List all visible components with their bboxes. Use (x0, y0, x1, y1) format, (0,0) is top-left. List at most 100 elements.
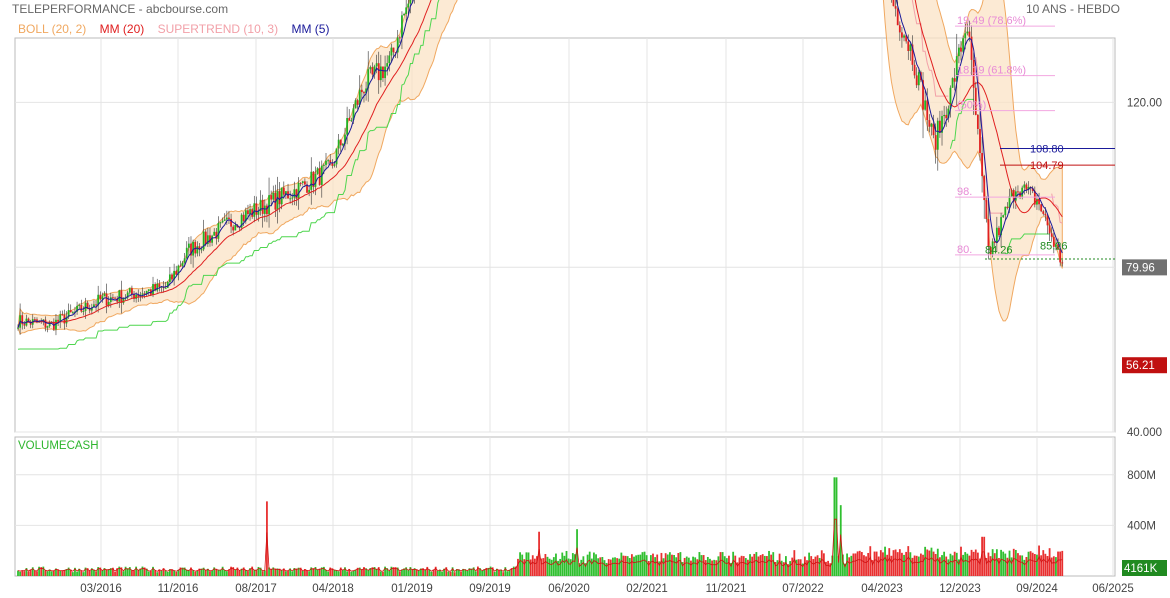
supertrend-line (949, 98, 974, 149)
volume-bar (770, 554, 773, 576)
volume-bar (487, 567, 490, 576)
candle-body (903, 35, 905, 38)
candle-body (44, 319, 47, 328)
volume-bar (698, 552, 701, 576)
volume-bar (825, 561, 827, 576)
volume-bar (974, 549, 977, 576)
candle-body (93, 304, 95, 308)
volume-bar (1052, 556, 1055, 576)
candle-body (48, 321, 51, 327)
candle-body (232, 226, 235, 231)
volume-bar (860, 552, 863, 576)
candle-body (1052, 236, 1055, 247)
volume-bar (620, 552, 623, 576)
candle-body (346, 118, 348, 135)
volume-bar (1014, 549, 1017, 576)
volume-label: VOLUMECASH (18, 440, 99, 452)
volume-bar (911, 557, 914, 576)
candle-body (1048, 225, 1051, 234)
volume-bar (694, 557, 697, 576)
candle-body (331, 162, 334, 166)
volume-bar (413, 568, 416, 576)
candle-body (398, 37, 401, 39)
volume-bar (206, 568, 209, 576)
volume-bar (122, 571, 125, 576)
volume-bar (846, 553, 848, 576)
volume-bar (101, 570, 104, 576)
volume-bar (671, 554, 673, 576)
volume-bar (869, 546, 872, 576)
candle-body (78, 304, 81, 306)
volume-bar (133, 570, 135, 576)
volume-bar (476, 566, 479, 576)
candle-body (1038, 199, 1040, 205)
candle-body (966, 31, 969, 34)
x-tick-label: 06/2020 (548, 583, 590, 595)
candle-body (1031, 188, 1034, 191)
volume-bar (702, 555, 705, 576)
x-tick-label: 11/2021 (706, 583, 747, 595)
volume-bar (485, 567, 488, 576)
volume-bar (858, 550, 861, 576)
volume-bar (82, 572, 85, 576)
volume-bar (886, 554, 889, 576)
candle-body (335, 148, 338, 165)
volume-bar (498, 569, 500, 576)
candle-body (976, 114, 979, 129)
volume-bar (692, 556, 694, 576)
volume-bar (1017, 553, 1019, 576)
volume-bar (728, 555, 730, 576)
volume-bar (1019, 555, 1021, 576)
volume-bar (690, 560, 692, 576)
volume-bar (1025, 557, 1028, 576)
volume-bar (565, 550, 568, 576)
volume-bar (704, 560, 707, 576)
volume-bar (673, 555, 675, 576)
volume-average-line (17, 518, 1063, 572)
candle-body (141, 293, 144, 295)
candle-body (213, 231, 216, 236)
x-tick-label: 09/2019 (469, 583, 511, 595)
candle-body (46, 326, 49, 328)
candle-body (1014, 191, 1017, 201)
candle-body (59, 314, 62, 322)
volume-bar (441, 571, 443, 576)
volume-bar (192, 570, 194, 576)
volume-tick-label: 400M (1127, 520, 1156, 532)
volume-bar (920, 553, 922, 576)
volume-bar (827, 560, 829, 576)
volume-bar (46, 571, 49, 576)
volume-bar (711, 560, 713, 576)
volume-bar (521, 554, 524, 576)
volume-bar (717, 556, 720, 576)
volume-bar (955, 552, 958, 576)
candle-body (118, 290, 121, 302)
volume-bar (219, 569, 222, 576)
period-label: 10 ANS - HEBDO (1025, 2, 1120, 16)
candle-body (936, 120, 939, 150)
candle-body (225, 217, 228, 220)
candle-body (365, 88, 367, 94)
candle-body (251, 209, 254, 217)
volume-bar (803, 556, 806, 576)
volume-bar (61, 570, 64, 576)
volume-bar (17, 570, 19, 576)
candle-body (915, 75, 918, 86)
volume-bar (135, 566, 138, 576)
volume-bar (580, 559, 583, 576)
candle-body (297, 182, 300, 199)
volume-bar (335, 570, 338, 576)
volume-bar (360, 569, 363, 576)
volume-bar (776, 560, 779, 576)
volume-bar (797, 559, 800, 576)
volume-bar (217, 569, 220, 576)
candle-body (968, 31, 971, 37)
volume-bar (512, 566, 515, 576)
candle-body (316, 168, 319, 174)
volume-bar (664, 553, 667, 576)
volume-bar (50, 571, 53, 576)
candle-body (386, 63, 389, 67)
candle-body (901, 32, 903, 38)
candle-body (211, 235, 213, 243)
volume-bar (643, 551, 646, 576)
